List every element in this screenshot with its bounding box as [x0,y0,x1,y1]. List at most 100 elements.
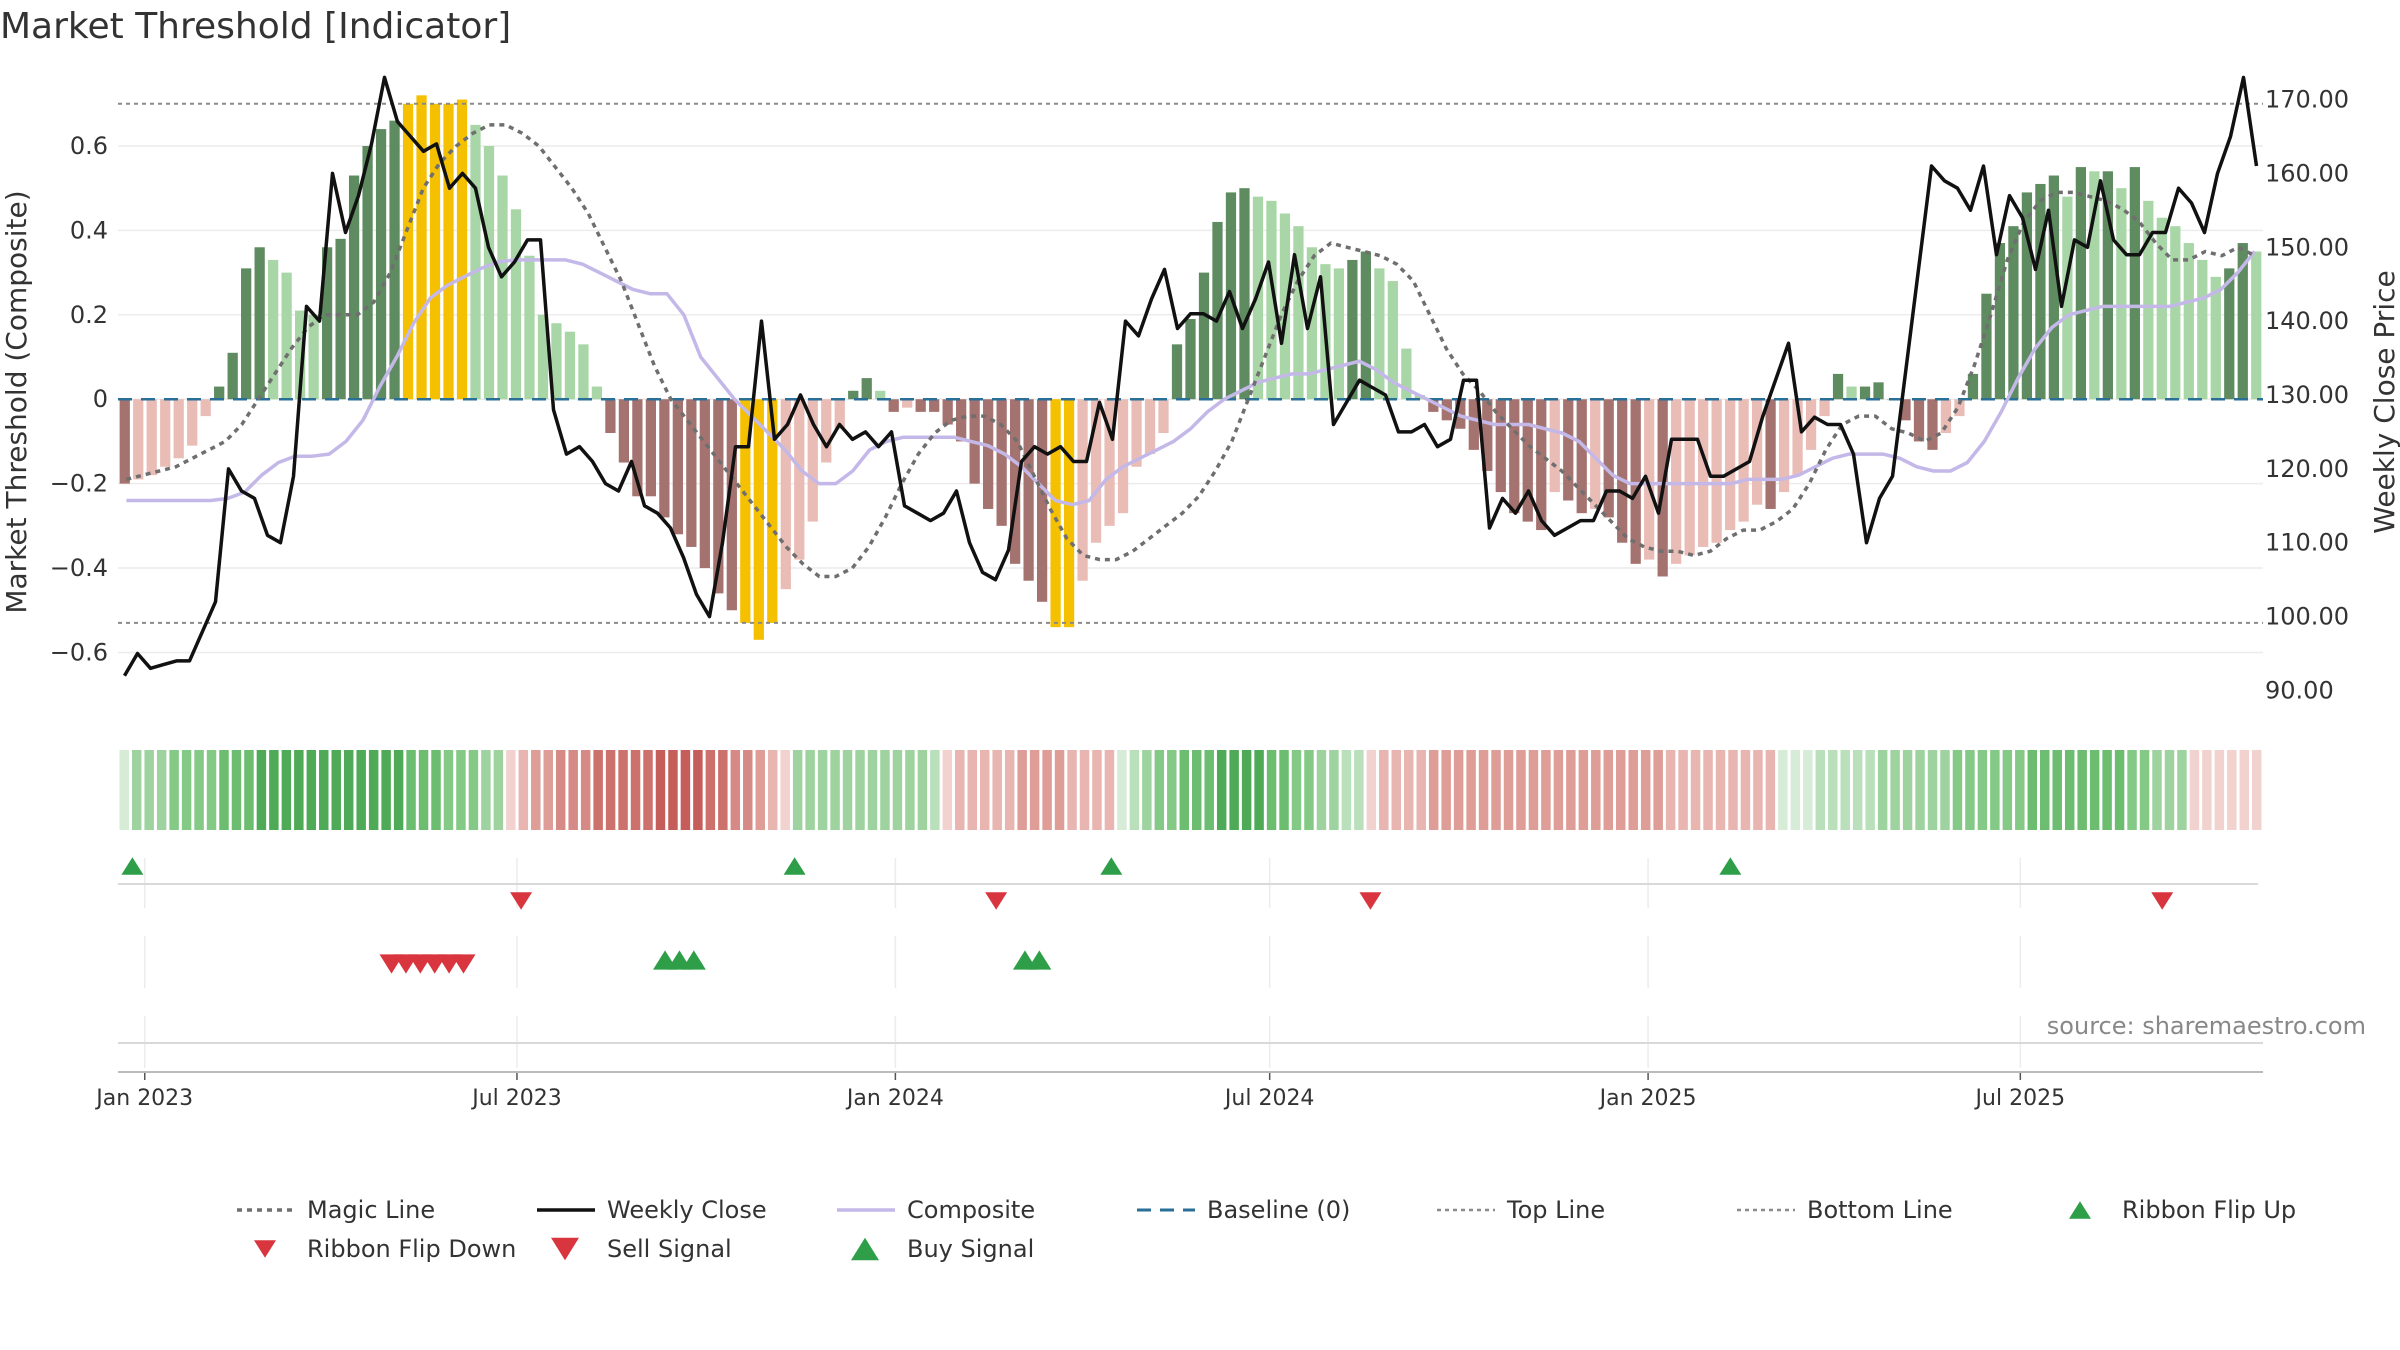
composite-bar [956,399,967,442]
ribbon-cell [1391,750,1402,830]
y-tick-label-right: 140.00 [2265,307,2349,335]
ribbon-cell [705,750,716,830]
composite-bar [1158,399,1169,433]
composite-bar [672,399,683,535]
composite-bar [2021,192,2033,400]
composite-bar [497,175,508,400]
ribbon-cell [1828,750,1838,830]
composite-bar [375,129,387,400]
ribbon-cell [506,750,516,830]
composite-bar [402,103,414,400]
composite-bar [699,399,710,569]
composite-bar [686,399,697,547]
y-tick-label-right: 110.00 [2265,529,2349,557]
composite-bar [1252,196,1264,400]
composite-bar [591,386,603,400]
y-tick-label-right: 170.00 [2265,86,2349,114]
composite-bar [1050,399,1061,628]
ribbon-cell [2202,750,2212,830]
ribbon-cell [1329,750,1339,830]
composite-bar [578,344,589,400]
ribbon-cell [1129,750,1140,830]
ribbon-cell [767,750,778,830]
ribbon-cell [855,750,865,830]
ribbon-cell [2227,750,2237,830]
y-tick-label-left: 0 [93,385,108,413]
ribbon-cell [1790,750,1801,830]
ribbon-cell [780,750,790,830]
composite-bar [1711,399,1722,543]
ribbon-cell [967,750,977,830]
legend-item-flipdown: Ribbon Flip Down [254,1235,516,1263]
ribbon-cell [1229,750,1239,830]
ribbon-cell [1167,750,1177,830]
composite-bar [2116,188,2127,400]
composite-bar [2129,167,2140,400]
ribbon-cell [842,750,853,830]
composite-bar [1927,399,1938,450]
legend-item-baseline: Baseline (0) [1137,1196,1350,1224]
ribbon-cell [1915,750,1925,830]
composite-bar [200,399,211,417]
ribbon-cell [1366,750,1377,830]
ribbon-cell [481,750,491,830]
ribbon-cell [1940,750,1950,830]
composite-bar [470,124,481,400]
ribbon-cell [2252,750,2262,830]
legend-label: Ribbon Flip Down [307,1235,516,1263]
ribbon-cell [181,750,192,830]
ribbon-cell [1279,750,1289,830]
composite-bar [1792,399,1803,476]
ribbon-cell [1254,750,1264,830]
ribbon-cell [368,750,379,830]
composite-bar [807,399,818,522]
composite-bar [524,255,535,400]
ribbon-cell [1042,750,1052,830]
ribbon-cell [1291,750,1302,830]
composite-bar [1428,399,1439,412]
composite-bar [1576,399,1587,514]
ribbon-cell [2177,750,2187,830]
ribbon-cell [194,750,204,830]
legend-item-flipup: Ribbon Flip Up [2069,1196,2296,1224]
ribbon-cell [1952,750,1963,830]
ribbon-cell [1553,750,1564,830]
composite-bar [942,399,953,425]
composite-bar [1590,399,1601,509]
ribbon-cell [930,750,940,830]
magic-line [125,123,2256,579]
ribbon-cell [1877,750,1888,830]
composite-bar [2197,259,2208,400]
ribbon-cell [2002,750,2013,830]
ribbon-cell [1241,750,1252,830]
composite-bar [1940,399,1952,433]
composite-bar [1617,399,1628,543]
composite-bar [1171,344,1183,400]
ribbon-cell [381,750,391,830]
composite-bar [268,259,279,400]
composite-bar [1900,399,1911,421]
ribbon-cell [1054,750,1065,830]
ribbon-cell [1603,750,1614,830]
composite-bar [794,399,805,560]
ribbon-cell [955,750,965,830]
composite-bar [214,386,225,400]
ribbon-cell [1428,750,1439,830]
ribbon-cell [618,750,628,830]
ribbon-cell [219,750,229,830]
ribbon-cell [2077,750,2087,830]
composite-bar [1873,382,1884,400]
ribbon-cell [1840,750,1850,830]
composite-bar [1805,399,1817,450]
composite-bar [996,399,1007,526]
ribbon-cell [2040,750,2050,830]
ribbon-cell [1067,750,1077,830]
y-tick-label-right: 130.00 [2265,381,2349,409]
composite-bar [2251,251,2262,400]
ribbon-cell [693,750,703,830]
composite-bar [510,209,522,400]
composite-bar [348,175,360,400]
ribbon-cell [568,750,578,830]
composite-bar [1522,399,1533,522]
